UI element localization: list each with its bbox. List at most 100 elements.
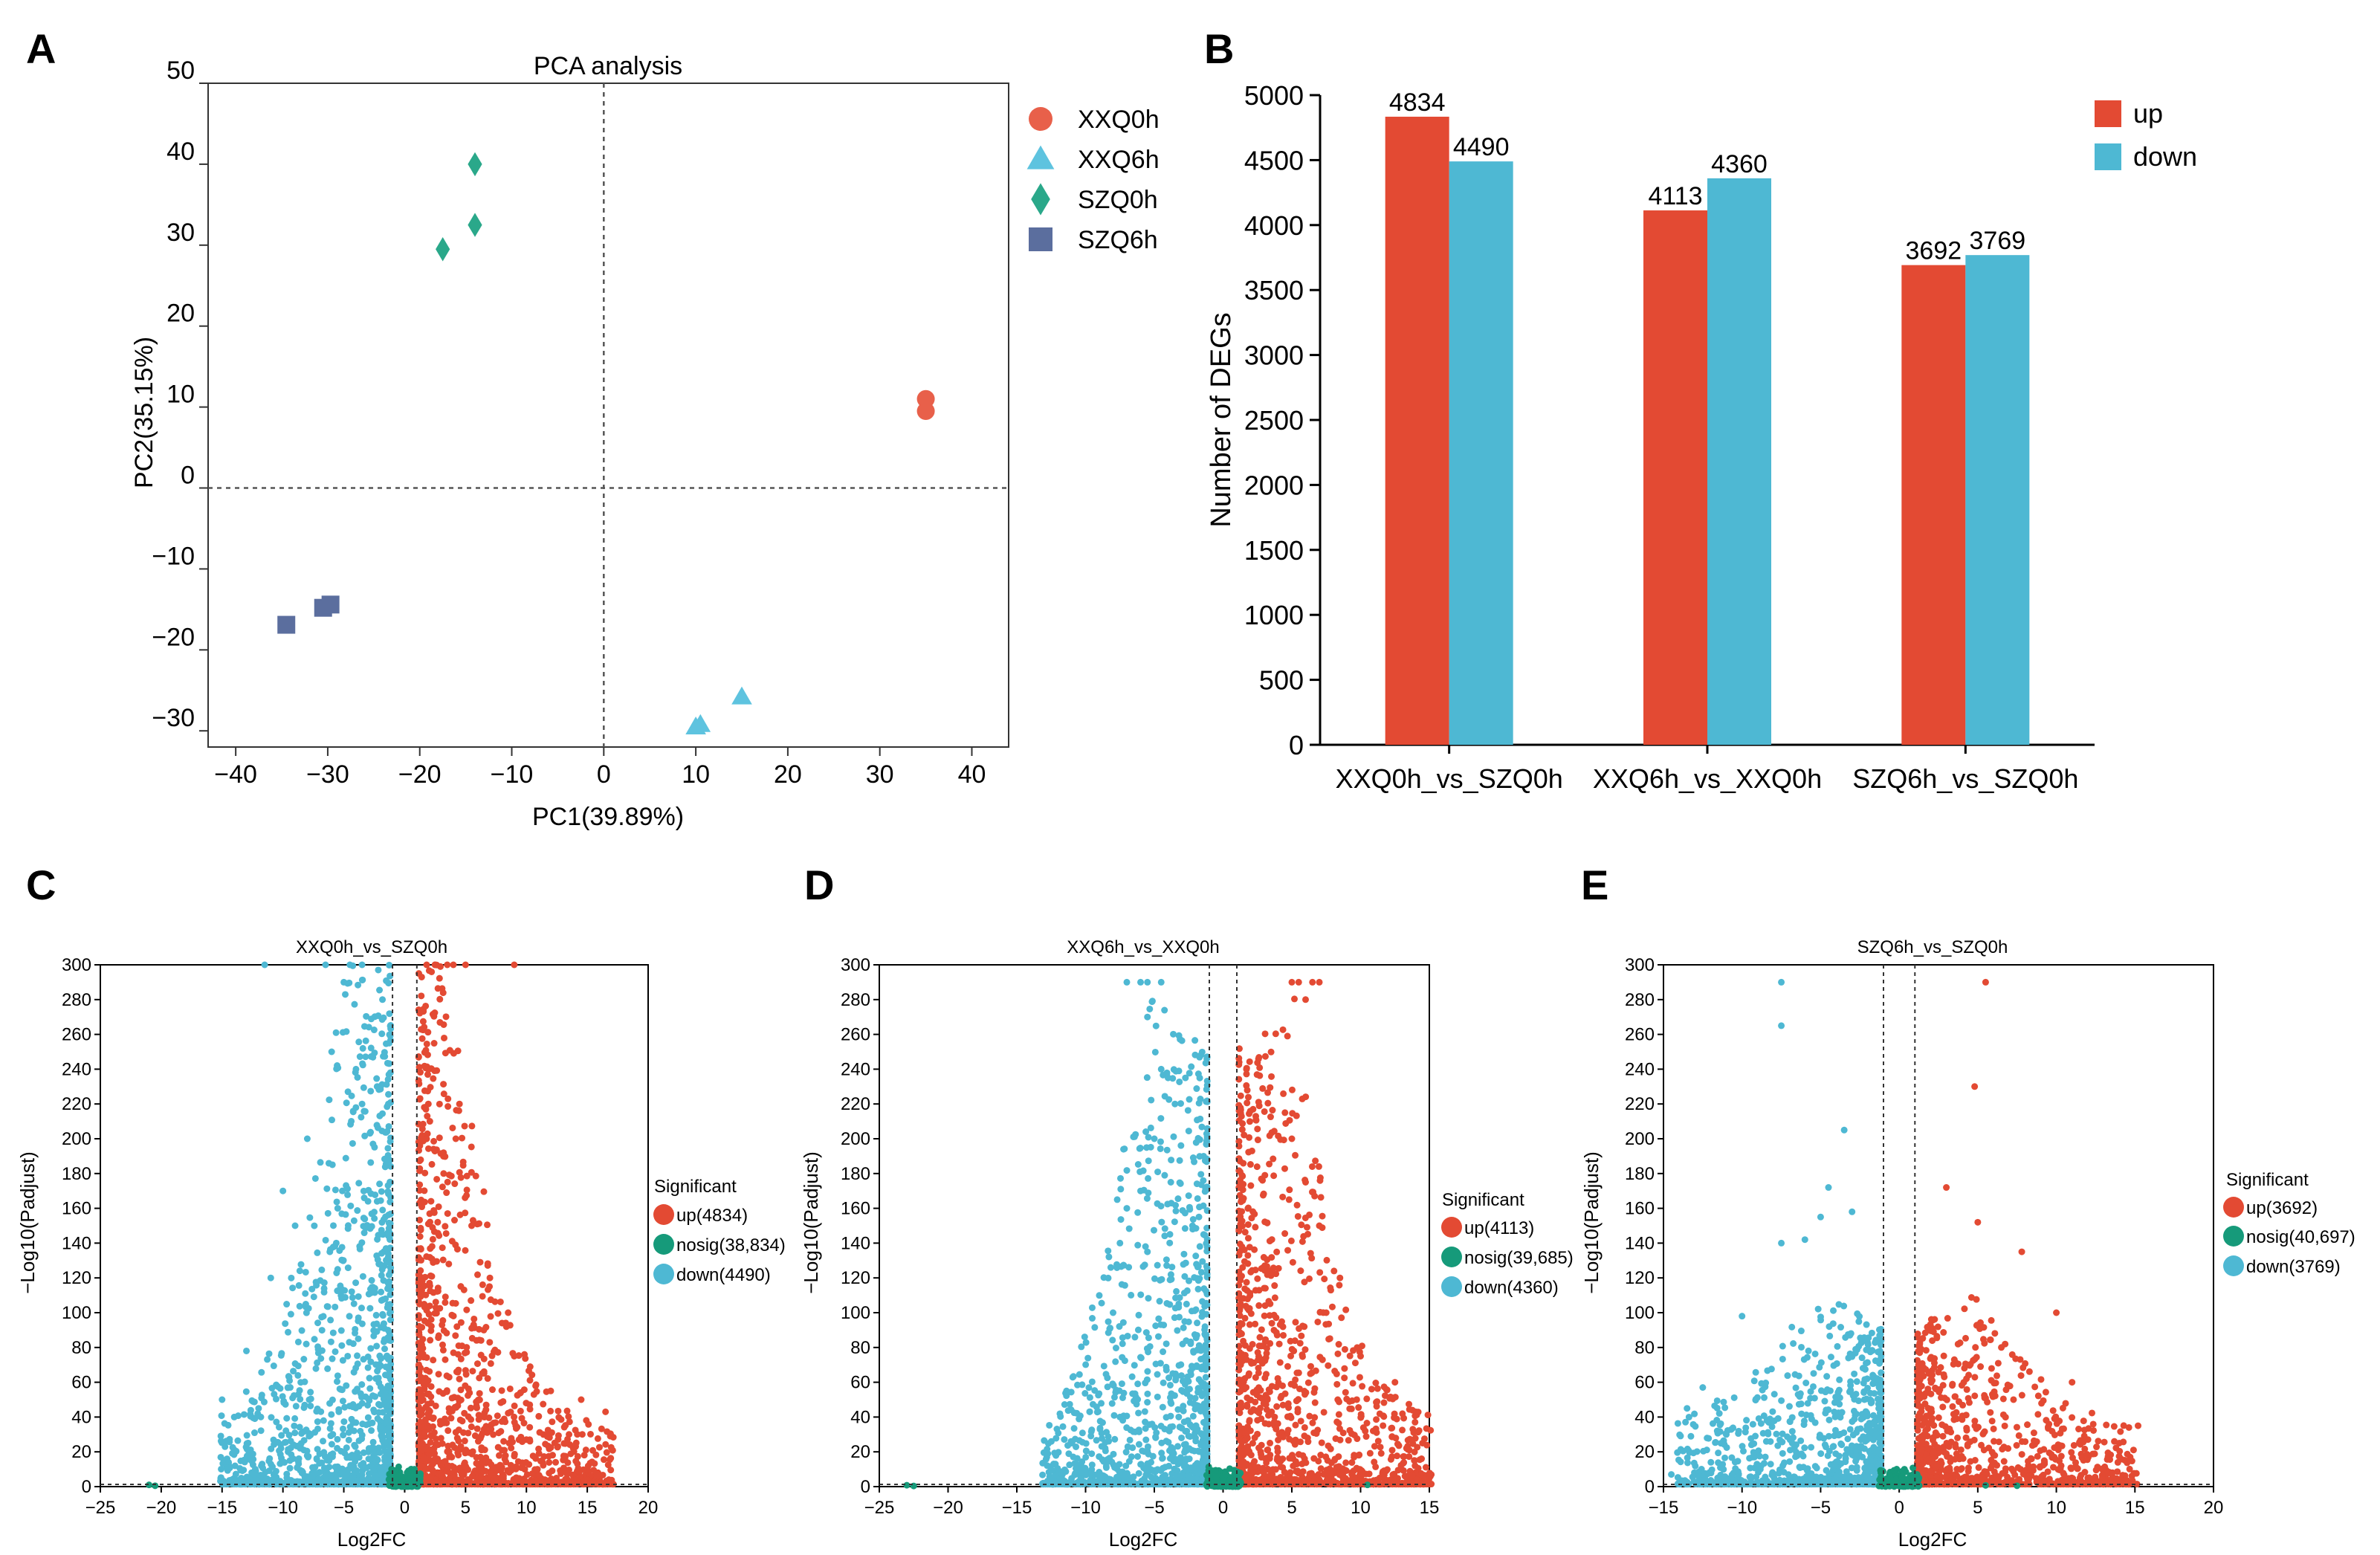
volcano-c-point-up [443,1372,450,1380]
volcano-c-point-up [427,1084,434,1091]
volcano-d-point-up [1246,1108,1254,1115]
volcano-c-point-up [448,1311,456,1319]
volcano-d-point-down [1123,1424,1131,1432]
volcano-d-point-down [1192,1334,1200,1342]
volcano-c-point-up [523,1458,530,1466]
volcano-c-point-up [512,1425,520,1432]
volcano-d-point-down [1163,1146,1171,1154]
volcano-c-point-nosig [407,1474,415,1481]
volcano-c-point-up [455,1366,462,1374]
volcano-d-point-up [1258,1441,1265,1449]
volcano-d-point-down [1197,1407,1204,1415]
volcano-c-point-up [462,1382,469,1389]
volcano-d-point-down [1187,1338,1194,1345]
volcano-c-legend-up: up(4834) [676,1206,748,1226]
volcano-c-point-down [352,1279,360,1287]
volcano-c-point-down [329,1161,336,1168]
volcano-d-point-down [1118,1380,1125,1388]
volcano-c-point-down [366,1463,374,1470]
volcano-c-point-down [344,1191,352,1198]
volcano-c-point-up [526,1363,534,1371]
volcano-c-title: XXQ0h_vs_SZQ0h [296,937,447,957]
volcano-c-point-down [378,1272,385,1279]
volcano-d-point-down [1157,1115,1165,1122]
volcano-c-point-down [332,1348,339,1355]
volcano-d-point-down [1201,1326,1209,1333]
volcano-c-point-up [500,1415,508,1423]
volcano-d-y-tick-label: 260 [841,1025,870,1045]
volcano-d-point-down [1193,1180,1200,1188]
volcano-d-point-down [1134,1326,1142,1333]
volcano-c-point-down [312,1365,320,1372]
volcano-c-point-down [309,1464,317,1471]
volcano-d-point-down [1154,1168,1162,1176]
pca-plot-frame [207,83,1009,748]
volcano-d-point-up [1254,1275,1261,1282]
volcano-d-point-down [1119,1319,1127,1326]
volcano-c-point-down [387,1444,394,1451]
volcano-c-point-up [490,1431,497,1438]
volcano-c-point-up [421,1380,428,1388]
volcano-c-point-down [243,1347,250,1354]
volcano-d-point-down [1098,1400,1105,1407]
volcano-d-point-up [1366,1449,1374,1457]
volcano-d-point-down [1142,1425,1149,1432]
volcano-c-point-down [361,1132,369,1139]
volcano-d-point-down [1181,1318,1189,1325]
volcano-c-point-up [461,1349,468,1357]
volcano-c-point-down [296,1302,303,1310]
volcano-c-point-down [357,1427,364,1435]
volcano-d-point-down [1199,1448,1206,1455]
pca-x-tick-label: 20 [774,760,802,789]
volcano-d-point-down [1110,1309,1116,1316]
volcano-c-point-down [384,1253,392,1261]
volcano-c-point-down [362,1053,369,1061]
volcano-c-point-down [298,1327,305,1334]
volcano-c-point-down [375,1374,382,1382]
volcano-d-point-up [1320,1409,1328,1416]
volcano-d-point-down [1191,1158,1198,1166]
volcano-d-point-down [1134,1452,1142,1460]
volcano-d-point-up [1374,1385,1381,1392]
volcano-d-point-up [1292,1319,1299,1326]
volcano-c-point-up [462,1446,470,1454]
volcano-c-point-down [291,1422,298,1429]
volcano-d-point-down [1186,1206,1194,1213]
volcano-d-point-down [1071,1471,1079,1478]
volcano-c-point-down [364,1401,372,1409]
volcano-c-point-up [441,1034,448,1041]
volcano-d-point-down [1198,1123,1206,1131]
volcano-c-point-up [468,1334,476,1342]
volcano-c-point-down [349,1474,356,1481]
volcano-c-point-up [443,1329,450,1336]
volcano-c-point-up [522,1355,529,1362]
volcano-d-point-down [1133,1396,1140,1403]
volcano-c-point-up [554,1407,562,1415]
volcano-c-point-down [258,1391,265,1399]
volcano-d-point-down [1079,1458,1086,1466]
volcano-c-point-up [526,1436,534,1444]
volcano-c-point-down [318,1313,326,1321]
volcano-d-point-down [1193,1402,1200,1409]
volcano-c-point-down [294,1338,302,1345]
volcano-d-point-down [1184,1417,1191,1424]
volcano-d-point-up [1236,1241,1244,1248]
volcano-c-point-up [456,1397,463,1405]
volcano-d-point-up [1310,1455,1318,1462]
volcano-c-point-down [283,1470,291,1478]
volcano-d-point-down [1084,1354,1092,1362]
volcano-c-point-down [374,1124,381,1131]
volcano-c-point-up [468,1423,475,1431]
volcano-c-point-up [496,1452,503,1459]
volcano-c-point-down [278,1350,285,1357]
volcano-d-point-down [1180,1407,1187,1415]
volcano-c-point-down [273,1395,280,1403]
volcano-d-point-down [1148,1096,1155,1104]
volcano-c-point-down [365,1455,372,1463]
volcano-c-point-down [350,1368,358,1376]
volcano-d-point-down [1176,1078,1183,1085]
volcano-d-point-down [1189,1412,1197,1420]
volcano-d-point-up [1380,1422,1387,1429]
volcano-c-point-down [381,1049,388,1056]
